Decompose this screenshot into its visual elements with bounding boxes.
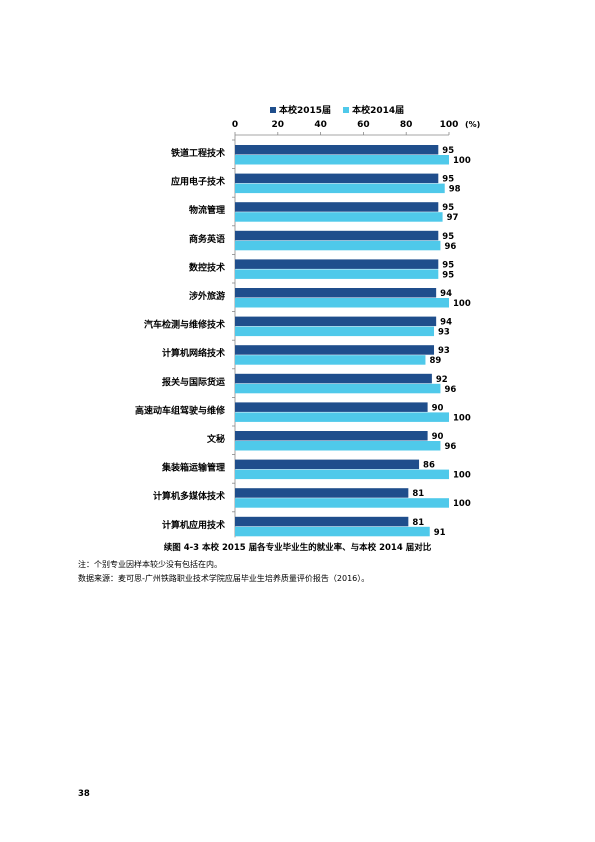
bar-2015: [235, 316, 437, 327]
data-label-2014: 100: [453, 299, 471, 309]
bar-2014: [235, 526, 430, 537]
data-label-2014: 93: [438, 328, 450, 338]
bar-2014: [235, 412, 449, 422]
category-label: 铁道工程技术: [171, 147, 225, 159]
bar-2014: [235, 383, 441, 394]
bar-2015: [235, 288, 437, 298]
category-label: 汽车检测与维修技术: [144, 319, 225, 331]
bar-2014: [235, 155, 449, 165]
legend-swatch-2015: [270, 106, 276, 113]
data-label-2014: 89: [429, 356, 441, 366]
data-label-2015: 86: [423, 461, 435, 471]
bar-2015: [235, 230, 439, 241]
data-label-2015: 95: [442, 232, 454, 242]
x-tick-label: 80: [400, 120, 413, 130]
bar-2015: [235, 516, 409, 527]
category-label: 文秘: [206, 433, 225, 445]
bar-2015: [235, 402, 428, 412]
category-label: 计算机多媒体技术: [153, 490, 225, 502]
bar-2014: [235, 240, 441, 251]
bar-2014: [235, 441, 441, 451]
data-label-2015: 81: [412, 489, 424, 499]
category-label: 计算机应用技术: [162, 519, 225, 531]
data-label-2015: 92: [436, 375, 448, 385]
bar-2014: [235, 298, 449, 308]
category-label: 应用电子技术: [171, 176, 225, 188]
data-label-2015: 90: [432, 432, 444, 442]
category-label: 报关与国际货运: [162, 376, 226, 388]
bar-2014: [235, 469, 449, 480]
x-unit-label: (%): [465, 120, 480, 129]
x-tick-label: 20: [272, 120, 285, 130]
x-tick-label: 0: [232, 120, 238, 130]
bar-2015: [235, 431, 428, 441]
bar-2014: [235, 355, 426, 365]
bar-2014: [235, 269, 439, 279]
footnote: 注：个别专业因样本较少没有包括在内。: [78, 560, 222, 569]
bar-2015: [235, 459, 420, 470]
category-label: 高速动车组驾驶与维修: [135, 404, 226, 416]
data-label-2015: 90: [432, 403, 444, 413]
figure-caption: 续图 4-3 本校 2015 届各专业毕业生的就业率、与本校 2014 届对比: [163, 543, 432, 553]
bar-2014: [235, 212, 443, 222]
chart-legend: 本校2015届 本校2014届: [270, 103, 404, 116]
data-label-2015: 94: [440, 289, 452, 299]
data-label-2014: 95: [442, 270, 454, 280]
category-label: 集装箱运输管理: [161, 462, 225, 474]
bar-2015: [235, 345, 435, 355]
x-tick-label: 60: [357, 120, 370, 130]
data-label-2014: 96: [444, 385, 456, 395]
data-label-2015: 95: [442, 146, 454, 156]
x-tick-label: 100: [440, 120, 459, 130]
legend-item-2015: 本校2015届: [270, 103, 331, 116]
category-label: 涉外旅游: [189, 290, 225, 302]
data-label-2014: 98: [449, 185, 461, 195]
category-label: 计算机网络技术: [162, 347, 225, 359]
data-label-2015: 93: [438, 346, 450, 356]
data-label-2015: 94: [440, 318, 452, 328]
data-label-2014: 100: [453, 156, 471, 166]
bar-2015: [235, 373, 432, 384]
bar-2015: [235, 145, 439, 155]
data-label-2014: 100: [453, 471, 471, 481]
data-label-2015: 81: [412, 518, 424, 528]
page-number: 38: [78, 789, 90, 799]
x-tick-label: 40: [314, 120, 327, 130]
category-label: 数控技术: [189, 261, 225, 273]
data-label-2014: 100: [453, 499, 471, 509]
data-label-2014: 91: [434, 528, 446, 538]
legend-item-2014: 本校2014届: [343, 103, 404, 116]
bar-2014: [235, 498, 449, 508]
bar-2015: [235, 488, 409, 498]
bar-2015: [235, 202, 439, 212]
legend-label-2015: 本校2015届: [279, 106, 332, 116]
bar-2014: [235, 183, 445, 194]
data-label-2015: 95: [442, 175, 454, 185]
data-label-2015: 95: [442, 260, 454, 270]
legend-swatch-2014: [343, 106, 350, 113]
bar-2015: [235, 173, 439, 184]
data-label-2014: 100: [453, 413, 471, 423]
bar-2014: [235, 326, 435, 337]
bar-2015: [235, 259, 439, 269]
legend-label-2014: 本校2014届: [352, 106, 405, 116]
data-source-note: 数据来源：麦可思-广州铁路职业技术学院应届毕业生培养质量评价报告（2016）。: [78, 574, 370, 583]
data-label-2014: 96: [444, 242, 456, 252]
category-label: 物流管理: [189, 204, 225, 216]
data-label-2014: 96: [444, 442, 456, 452]
category-label: 商务英语: [189, 233, 225, 245]
data-label-2014: 97: [447, 213, 459, 223]
data-label-2015: 95: [442, 203, 454, 213]
